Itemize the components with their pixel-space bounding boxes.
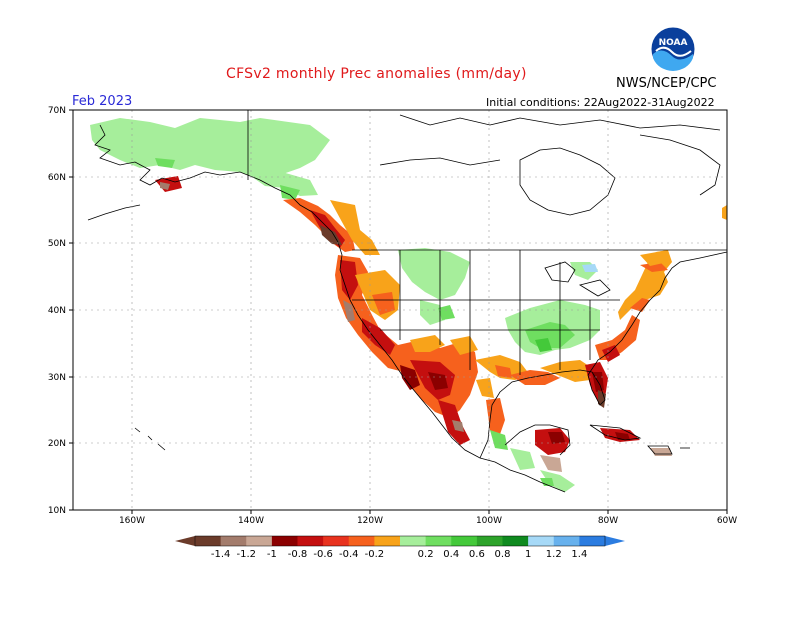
- colorbar-label: 0.4: [443, 549, 459, 560]
- colorbar-label: 1.2: [546, 549, 562, 560]
- colorbar-swatch: [579, 536, 606, 546]
- colorbar: -1.4 -1.2 -1 -0.8 -0.6 -0.4 -0.2 0.2 0.4 0.6 0.8 1 1…: [175, 535, 625, 560]
- logo-text: NOAA: [659, 38, 688, 48]
- lon-label: 100W: [476, 516, 502, 526]
- lat-labels: 70N 60N 50N 40N 30N 20N 10N: [48, 106, 66, 516]
- lon-label: 160W: [119, 516, 145, 526]
- colorbar-swatch: [528, 536, 555, 546]
- colorbar-swatch: [195, 536, 222, 546]
- colorbar-swatch: [271, 536, 298, 546]
- lat-label: 50N: [48, 239, 66, 249]
- colorbar-swatch: [451, 536, 478, 546]
- colorbar-swatch: [476, 536, 503, 546]
- colorbar-swatch: [400, 536, 427, 546]
- tick-marks: [69, 109, 728, 514]
- lat-label: 40N: [48, 306, 66, 316]
- colorbar-label: -0.2: [365, 549, 385, 560]
- colorbar-swatch: [220, 536, 247, 546]
- colorbar-label: -0.6: [313, 549, 333, 560]
- lon-label: 140W: [238, 516, 264, 526]
- colorbar-swatch: [246, 536, 273, 546]
- colorbar-label: -0.8: [288, 549, 308, 560]
- lon-labels: 160W 140W 120W 100W 80W 60W: [119, 516, 737, 526]
- colorbar-swatch: [323, 536, 350, 546]
- target-month: Feb 2023: [72, 94, 133, 109]
- lon-label: 120W: [357, 516, 383, 526]
- agency-label: NWS/NCEP/CPC: [616, 76, 717, 91]
- map-title: CFSv2 monthly Prec anomalies (mm/day): [226, 66, 527, 82]
- colorbar-label: 1: [525, 549, 531, 560]
- colorbar-label: 0.2: [418, 549, 434, 560]
- colorbar-label: -1.4: [211, 549, 231, 560]
- colorbar-swatch: [374, 536, 401, 546]
- colorbar-label: -1.2: [236, 549, 256, 560]
- lat-label: 30N: [48, 373, 66, 383]
- colorbar-label: -1: [267, 549, 277, 560]
- colorbar-label: 0.8: [495, 549, 511, 560]
- lat-label: 60N: [48, 173, 66, 183]
- colorbar-swatch: [297, 536, 324, 546]
- coastlines: [87, 110, 728, 493]
- colorbar-label: 1.4: [571, 549, 587, 560]
- colorbar-min-arrow: [175, 536, 195, 546]
- colorbar-swatch: [348, 536, 375, 546]
- colorbar-label: -0.4: [339, 549, 359, 560]
- graticule: [73, 110, 727, 510]
- colorbar-swatch: [502, 536, 529, 546]
- lon-label: 80W: [598, 516, 618, 526]
- lon-label: 60W: [717, 516, 737, 526]
- colorbar-label: 0.6: [469, 549, 485, 560]
- lat-label: 20N: [48, 439, 66, 449]
- initial-conditions: Initial conditions: 22Aug2022-31Aug2022: [486, 96, 715, 109]
- lat-label: 10N: [48, 506, 66, 516]
- noaa-logo: NOAA: [650, 26, 696, 72]
- colorbar-swatch: [553, 536, 580, 546]
- lat-label: 70N: [48, 106, 66, 116]
- colorbar-max-arrow: [605, 536, 625, 546]
- colorbar-swatch: [425, 536, 452, 546]
